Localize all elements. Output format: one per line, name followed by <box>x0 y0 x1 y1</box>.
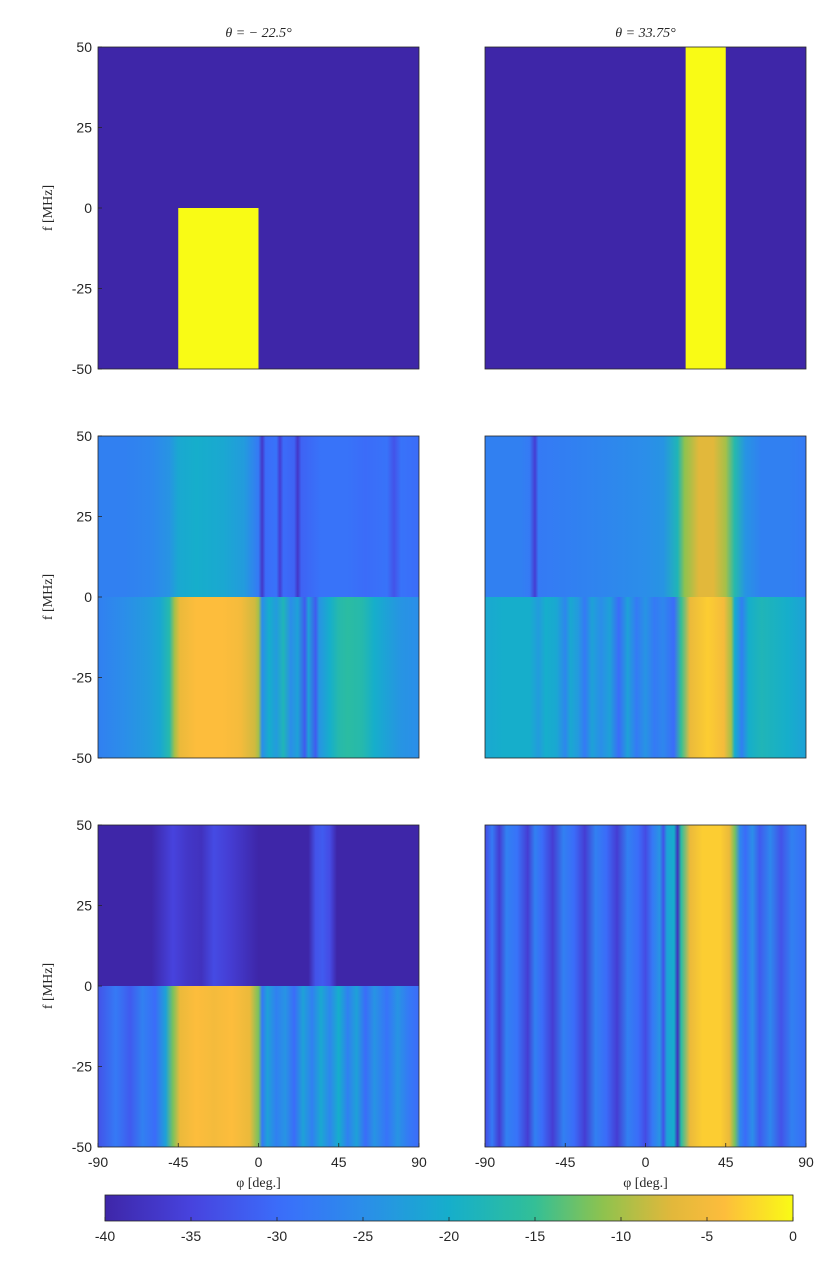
heatmap-region <box>98 825 419 986</box>
ytick-label: 0 <box>84 589 92 605</box>
ytick-label: -25 <box>72 281 92 297</box>
ytick-label: 50 <box>76 39 92 55</box>
heatmap-region <box>485 436 806 597</box>
ytick-label: -50 <box>72 361 92 377</box>
ytick-label: -50 <box>72 1139 92 1155</box>
colorbar-tick-label: 0 <box>789 1228 797 1244</box>
heatmap-region <box>98 597 419 758</box>
xtick-label: -45 <box>555 1154 575 1170</box>
colorbar-gradient <box>104 1194 794 1222</box>
xlabel: φ [deg.] <box>236 1176 281 1191</box>
heatmap-region <box>485 825 806 1147</box>
ylabel: f [MHz] <box>41 963 56 1009</box>
xtick-label: 45 <box>718 1154 734 1170</box>
panel-2-0: 50 25 0 -25 -50-90 -45 0 45 90 f [MHz] φ [deg.] <box>41 817 427 1191</box>
ytick-label: -50 <box>72 750 92 766</box>
colorbar-tick-label: -40 <box>95 1228 115 1244</box>
xtick-label: -90 <box>475 1154 495 1170</box>
colorbar: -40 -35 -30 -25 -20 -15 -10 -5 0 <box>95 1194 797 1244</box>
panel-title: θ = 33.75° <box>615 26 676 41</box>
xtick-label: -90 <box>88 1154 108 1170</box>
panel-1-1 <box>484 435 807 759</box>
heatmap-band <box>685 47 726 369</box>
ytick-label: -25 <box>72 670 92 686</box>
colorbar-tick-label: -20 <box>439 1228 459 1244</box>
axes-box <box>484 435 807 759</box>
xtick-label: 90 <box>798 1154 814 1170</box>
heatmap-background <box>485 47 806 369</box>
xtick-label: 0 <box>255 1154 263 1170</box>
heatmap-region <box>98 436 419 597</box>
ytick-label: 25 <box>76 120 92 136</box>
colorbar-tick-label: -25 <box>353 1228 373 1244</box>
axes-box <box>484 46 807 370</box>
colorbar-tick-label: -5 <box>701 1228 714 1244</box>
xtick-label: -45 <box>168 1154 188 1170</box>
xtick-label: 0 <box>642 1154 650 1170</box>
colorbar-tick-label: -35 <box>181 1228 201 1244</box>
heatmap-region <box>98 986 419 1147</box>
ytick-label: 50 <box>76 817 92 833</box>
panel-0-0: θ = − 22.5° 50 25 0 -25 -50 f [MHz] <box>41 26 420 377</box>
panel-2-1: -90 -45 0 45 90 φ [deg.] <box>475 824 814 1191</box>
panel-title: θ = − 22.5° <box>225 26 292 41</box>
colorbar-tick-label: -30 <box>267 1228 287 1244</box>
ytick-label: 50 <box>76 428 92 444</box>
colorbar-tick-label: -15 <box>525 1228 545 1244</box>
ytick-label: 0 <box>84 200 92 216</box>
heatmap-band <box>178 208 259 369</box>
xtick-label: 90 <box>411 1154 427 1170</box>
colorbar-tick-label: -10 <box>611 1228 631 1244</box>
xtick-label: 45 <box>331 1154 347 1170</box>
ytick-label: 25 <box>76 898 92 914</box>
ytick-label: -25 <box>72 1059 92 1075</box>
heatmap-region <box>485 597 806 758</box>
ytick-label: 25 <box>76 509 92 525</box>
panels: θ = − 22.5° 50 25 0 -25 -50 f [MHz] θ = 33.75° 5… <box>41 26 814 1191</box>
ylabel: f [MHz] <box>41 185 56 231</box>
panel-1-0: 50 25 0 -25 -50 f [MHz] <box>41 428 420 766</box>
ylabel: f [MHz] <box>41 574 56 620</box>
ytick-label: 0 <box>84 978 92 994</box>
panel-0-1: θ = 33.75° <box>484 26 807 370</box>
xlabel: φ [deg.] <box>623 1176 668 1191</box>
